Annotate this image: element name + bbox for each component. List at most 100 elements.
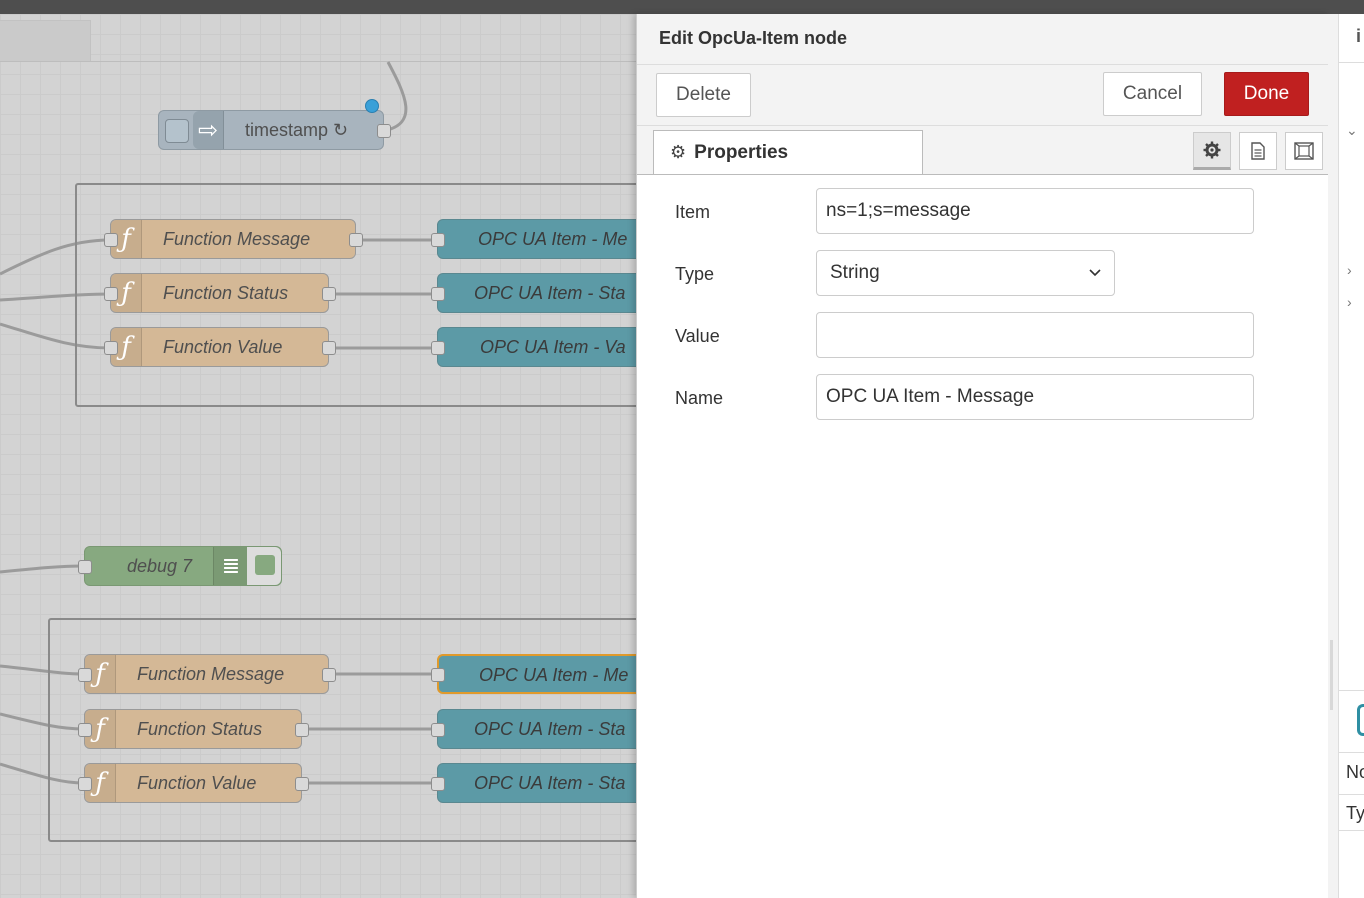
- tray-header: Edit OpcUa-Item node: [637, 14, 1329, 65]
- sidebar-node-icon: [1357, 704, 1364, 736]
- opc-ua-item-label: OPC UA Item - Me: [478, 229, 628, 249]
- item-label: Item: [675, 202, 711, 222]
- sidebar-divider: [1338, 690, 1364, 691]
- type-row: Type String: [637, 250, 1329, 298]
- input-port[interactable]: [431, 341, 445, 355]
- type-label: Type: [675, 264, 715, 284]
- opc-ua-item-label: OPC UA Item - Sta: [474, 773, 626, 793]
- function-label: Function Status: [137, 719, 263, 739]
- type-select-value: String: [830, 262, 880, 283]
- sidebar-row-label: No: [1346, 762, 1364, 782]
- function-label: Function Value: [137, 773, 257, 793]
- tab-properties-label: Properties: [694, 141, 789, 163]
- item-input[interactable]: ns=1;s=message: [816, 188, 1254, 234]
- opc-ua-item-label: OPC UA Item - Me: [479, 665, 629, 685]
- input-port[interactable]: [78, 723, 92, 737]
- input-port[interactable]: [104, 287, 118, 301]
- tray-toolbar: Delete Cancel Done: [637, 65, 1329, 126]
- output-port[interactable]: [295, 777, 309, 791]
- output-port[interactable]: [322, 341, 336, 355]
- info-icon[interactable]: i: [1356, 26, 1362, 46]
- flow-canvas[interactable]: ⇨ timestamp ↻ ƒ Function Message ƒ Funct…: [0, 14, 640, 898]
- function-node[interactable]: ƒ Function Value: [78, 763, 309, 803]
- input-port[interactable]: [431, 233, 445, 247]
- input-port[interactable]: [104, 341, 118, 355]
- description-doc-icon[interactable]: [1239, 132, 1277, 170]
- opc-ua-item-node-selected[interactable]: OPC UA Item - Me: [431, 654, 640, 694]
- opc-ua-item-node[interactable]: OPC UA Item - Me: [431, 219, 640, 259]
- function-node[interactable]: ƒ Function Message: [78, 654, 336, 694]
- function-label: Function Message: [137, 664, 285, 684]
- function-node[interactable]: ƒ Function Status: [78, 709, 309, 749]
- right-sidebar: [1328, 14, 1364, 898]
- sidebar-divider: [1338, 794, 1364, 795]
- chevron-down-icon[interactable]: ⌄: [1346, 122, 1358, 138]
- sidebar-divider: [1338, 752, 1364, 753]
- debug-label: debug 7: [127, 556, 193, 576]
- function-node[interactable]: ƒ Function Message: [104, 219, 363, 259]
- type-select[interactable]: String: [816, 250, 1115, 296]
- item-row: Item ns=1;s=message: [637, 188, 1329, 236]
- opc-ua-item-node[interactable]: OPC UA Item - Sta: [431, 273, 640, 313]
- opc-ua-item-label: OPC UA Item - Sta: [474, 719, 626, 739]
- function-node[interactable]: ƒ Function Status: [104, 273, 336, 313]
- gear-icon: [1203, 141, 1221, 159]
- debug-node[interactable]: debug 7 ≣: [78, 546, 282, 586]
- edit-tray: Edit OpcUa-Item node Delete Cancel Done …: [636, 14, 1330, 898]
- tray-title: Edit OpcUa-Item node: [659, 28, 848, 48]
- opc-ua-item-node[interactable]: OPC UA Item - Sta: [431, 763, 640, 803]
- inject-arrow-icon: ⇨: [193, 111, 224, 149]
- opc-ua-item-label: OPC UA Item - Sta: [474, 283, 626, 303]
- value-row: Value: [637, 312, 1329, 360]
- opc-ua-item-node[interactable]: OPC UA Item - Va: [431, 327, 640, 367]
- node-group-lower[interactable]: [48, 618, 640, 842]
- chevron-right-icon[interactable]: ›: [1347, 294, 1352, 310]
- debug-list-icon: ≣: [213, 547, 248, 585]
- output-port[interactable]: [322, 287, 336, 301]
- input-port[interactable]: [431, 723, 445, 737]
- value-input[interactable]: [816, 312, 1254, 358]
- value-label: Value: [675, 326, 720, 346]
- function-label: Function Value: [163, 337, 283, 357]
- name-input[interactable]: OPC UA Item - Message: [816, 374, 1254, 420]
- inject-node[interactable]: ⇨ timestamp ↻: [158, 110, 391, 150]
- chevron-right-icon[interactable]: ›: [1347, 262, 1352, 278]
- output-port[interactable]: [377, 124, 391, 138]
- sidebar-panel: [1338, 14, 1364, 898]
- output-port[interactable]: [295, 723, 309, 737]
- sidebar-row-label: Ty: [1346, 803, 1364, 823]
- tab-properties[interactable]: ⚙ Properties: [653, 130, 923, 174]
- input-port[interactable]: [78, 777, 92, 791]
- node-group-upper[interactable]: [75, 183, 640, 407]
- output-port[interactable]: [322, 668, 336, 682]
- appearance-frame-icon[interactable]: [1285, 132, 1323, 170]
- frame-icon: [1294, 142, 1314, 160]
- sidebar-divider: [1338, 830, 1364, 831]
- output-port[interactable]: [349, 233, 363, 247]
- delete-button[interactable]: Delete: [656, 73, 751, 117]
- document-icon: [1251, 142, 1265, 160]
- node-properties-gear-icon[interactable]: [1193, 132, 1231, 170]
- input-port[interactable]: [431, 287, 445, 301]
- function-label: Function Status: [163, 283, 289, 303]
- input-port[interactable]: [431, 777, 445, 791]
- opc-ua-item-node[interactable]: OPC UA Item - Sta: [431, 709, 640, 749]
- sidebar-divider: [1338, 62, 1364, 63]
- done-button[interactable]: Done: [1224, 72, 1309, 116]
- cancel-button[interactable]: Cancel: [1103, 72, 1202, 116]
- inject-label: timestamp ↻: [245, 120, 349, 140]
- inject-button[interactable]: [165, 119, 189, 143]
- workspace-tab-divider: [0, 61, 640, 62]
- workspace-tab[interactable]: [0, 20, 91, 62]
- input-port[interactable]: [431, 668, 445, 682]
- name-row: Name OPC UA Item - Message: [637, 374, 1329, 422]
- sidebar-resize-handle[interactable]: [1330, 640, 1333, 710]
- input-port[interactable]: [78, 560, 92, 574]
- function-node[interactable]: ƒ Function Value: [104, 327, 336, 367]
- opc-ua-item-label: OPC UA Item - Va: [480, 337, 626, 357]
- debug-toggle-indicator: [255, 555, 275, 575]
- tray-tabbar: ⚙ Properties: [637, 126, 1329, 175]
- window-top-bar: [0, 0, 1364, 14]
- input-port[interactable]: [78, 668, 92, 682]
- input-port[interactable]: [104, 233, 118, 247]
